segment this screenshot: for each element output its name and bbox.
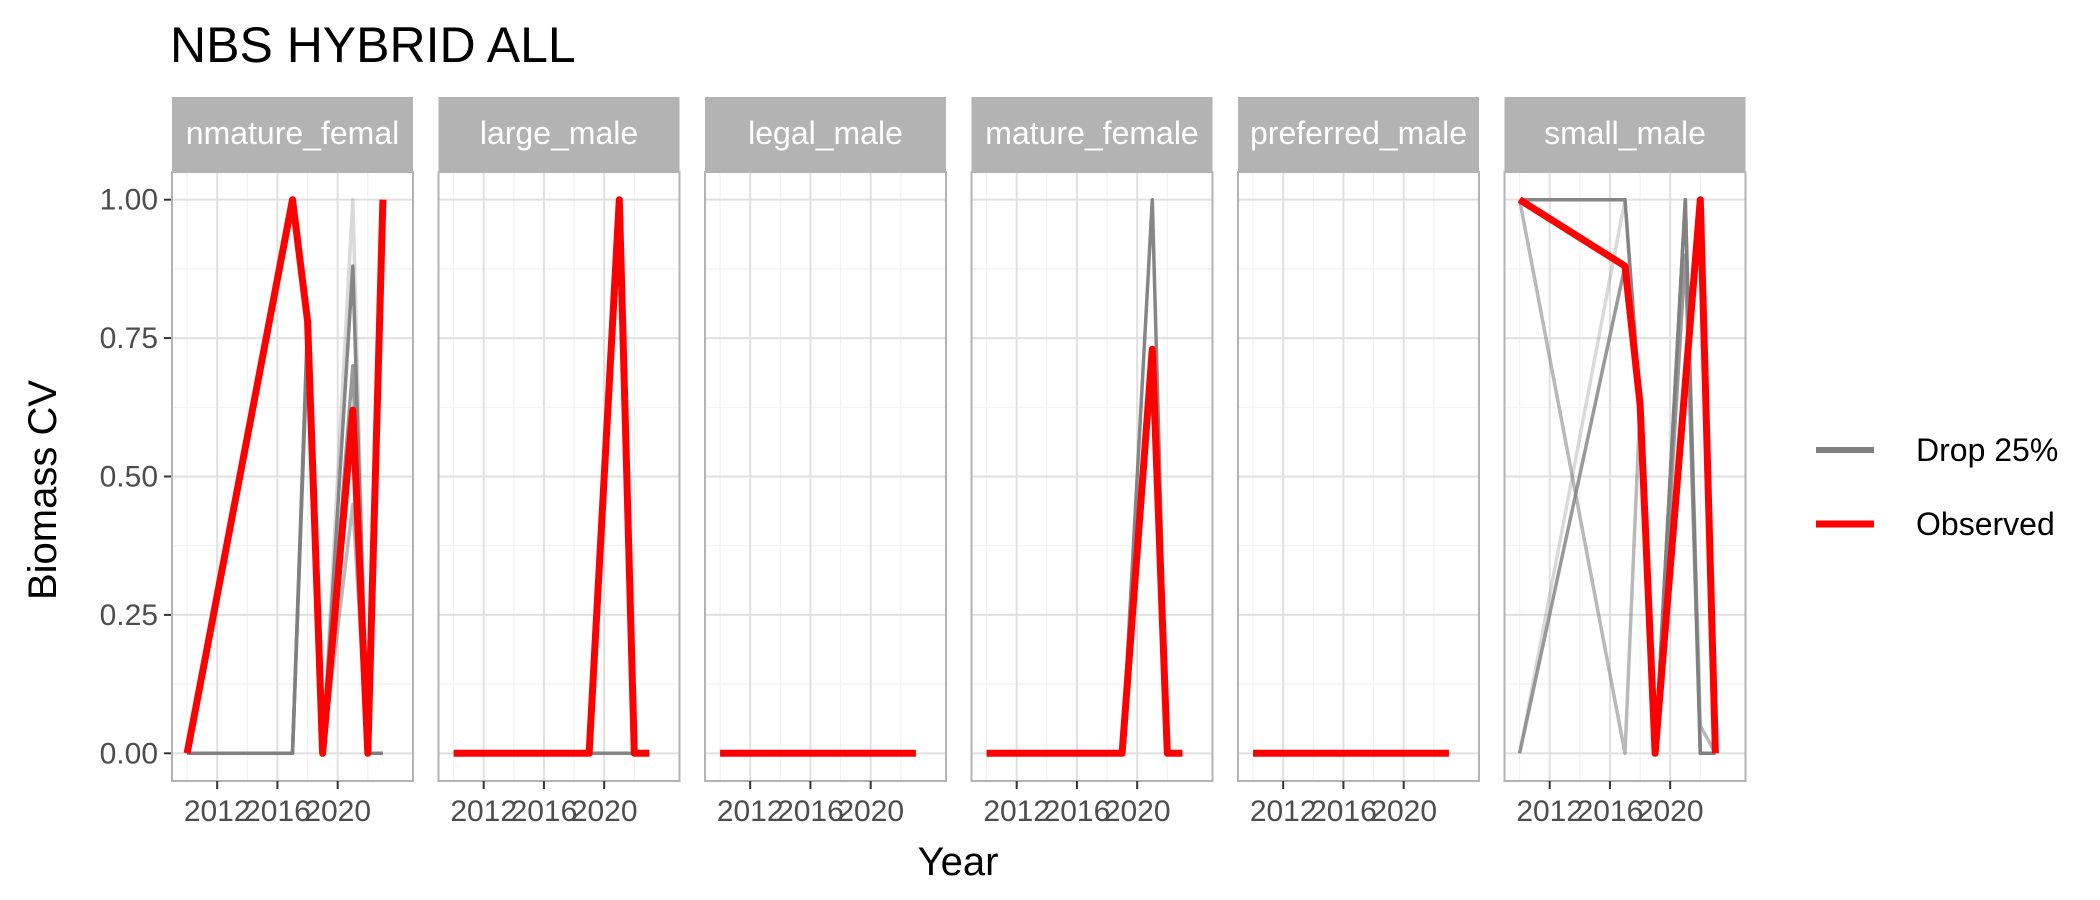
observed-series-line (183, 196, 387, 757)
y-tick-label: 0.50 (100, 461, 158, 494)
facet-strip (438, 97, 680, 171)
panel-border (1237, 171, 1480, 782)
facet-strip (1238, 97, 1479, 171)
facet-panels: 0.000.250.500.751.00nmature_femal2012201… (100, 97, 1747, 828)
panel-border (970, 171, 1214, 782)
x-tick-label: 2016 (1310, 795, 1377, 828)
x-tick-label: 2016 (511, 795, 578, 828)
observed-series-line (453, 196, 650, 757)
legend-label: Drop 25% (1916, 432, 2058, 468)
observed-series-line (1517, 196, 1719, 757)
x-tick-label: 2016 (777, 795, 844, 828)
x-tick-label: 2016 (1044, 795, 1111, 828)
x-tick-label: 2012 (450, 795, 517, 828)
legend-label: Observed (1916, 506, 2055, 542)
x-tick-label: 2012 (983, 795, 1050, 828)
y-axis-title: Biomass CV (21, 380, 65, 600)
x-tick-label: 2020 (1637, 795, 1704, 828)
x-tick-label: 2012 (1516, 795, 1583, 828)
facet-strip-label: nmature_femal (186, 115, 399, 151)
observed-series-line (986, 345, 1183, 757)
x-tick-label: 2020 (837, 795, 904, 828)
panel-border (704, 171, 947, 782)
y-tick-label: 1.00 (100, 184, 158, 217)
x-tick-label: 2012 (184, 795, 251, 828)
panel-border (1503, 171, 1747, 782)
facet-strip (1504, 97, 1746, 171)
x-tick-label: 2012 (717, 795, 784, 828)
x-tick-label: 2016 (244, 795, 311, 828)
x-tick-label: 2012 (1250, 795, 1317, 828)
facet-strip-label: small_male (1544, 115, 1706, 151)
x-tick-label: 2020 (304, 795, 371, 828)
chart-title: NBS HYBRID ALL (170, 17, 576, 73)
x-tick-label: 2016 (1577, 795, 1644, 828)
y-tick-label: 0.25 (100, 599, 158, 632)
panel-border (171, 171, 414, 782)
y-tick-label: 0.75 (100, 322, 158, 355)
facet-strip-label: legal_male (748, 115, 903, 151)
facet-strip (172, 97, 413, 171)
facet-strip (705, 97, 946, 171)
y-tick-label: 0.00 (100, 737, 158, 770)
facet-strip-label: large_male (480, 115, 638, 151)
x-tick-label: 2020 (1370, 795, 1437, 828)
facet-strip (971, 97, 1213, 171)
x-tick-label: 2020 (571, 795, 638, 828)
facet-strip-label: preferred_male (1250, 115, 1467, 151)
x-axis-title: Year (918, 840, 999, 884)
x-tick-label: 2020 (1104, 795, 1171, 828)
legend: Drop 25% Observed (1816, 432, 2058, 542)
facet-strip-label: mature_female (985, 115, 1198, 151)
panel-border (437, 171, 681, 782)
